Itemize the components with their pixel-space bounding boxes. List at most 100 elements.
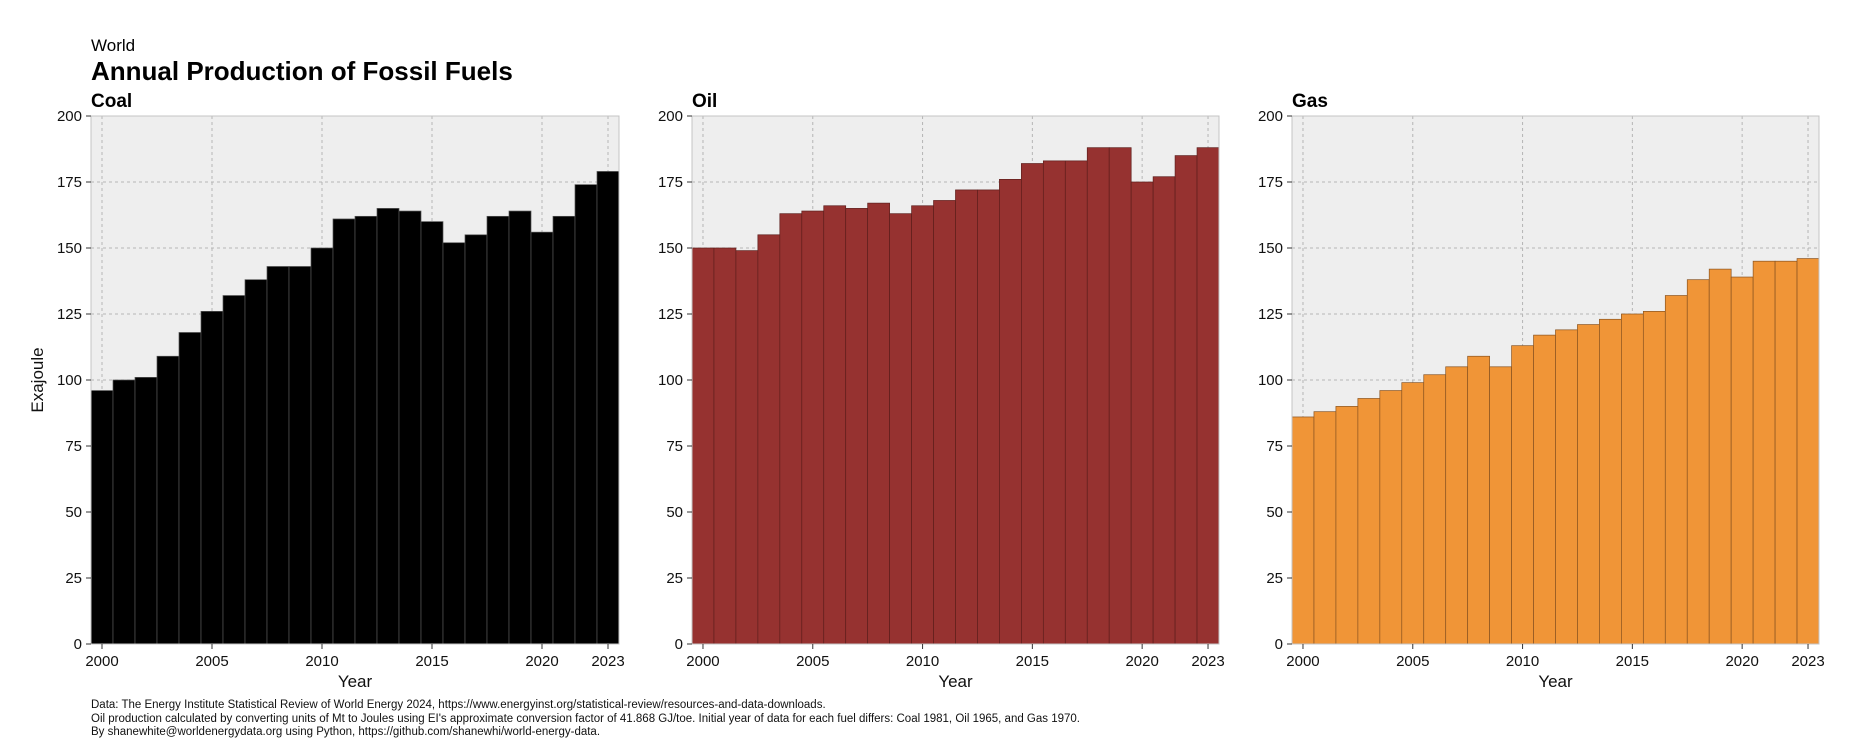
oil-xtick-label: 2010 (906, 653, 939, 670)
gas-bar (1642, 311, 1666, 645)
gas-ytick-label: 0 (1275, 636, 1283, 653)
coal-bar (376, 208, 400, 645)
coal-bar (552, 215, 576, 645)
gas-bar (1774, 260, 1798, 645)
coal-ytick-label: 25 (65, 570, 82, 587)
oil-ytick-label: 75 (666, 438, 683, 455)
gas-bar (1335, 406, 1359, 645)
gas-bar (1357, 398, 1381, 645)
oil-panel-title: Oil (692, 91, 717, 112)
gas-bar (1599, 318, 1622, 645)
gas-ytick-label: 50 (1266, 504, 1283, 521)
gas-bar (1796, 258, 1820, 645)
gas-bar (1423, 374, 1447, 645)
oil-bar (1108, 147, 1132, 645)
gas-bar (1489, 366, 1512, 645)
coal-ytick-label: 175 (57, 174, 82, 191)
gas-ytick-label: 175 (1258, 174, 1283, 191)
coal-bar (508, 210, 532, 645)
oil-bar (1130, 181, 1154, 645)
oil-bar (889, 213, 912, 645)
oil-bar (867, 202, 890, 645)
oil-bar (999, 179, 1022, 645)
coal-x-axis-label: Year (338, 672, 373, 691)
oil-bar (801, 210, 825, 645)
gas-ytick-label: 100 (1258, 372, 1283, 389)
coal-bar (200, 311, 224, 645)
gas-bar (1621, 313, 1644, 645)
oil-xtick-label: 2020 (1125, 653, 1158, 670)
coal-bar (222, 295, 246, 645)
gas-bar (1401, 382, 1425, 645)
gas-bar (1555, 329, 1578, 645)
coal-bar (134, 377, 158, 645)
gas-bar (1291, 416, 1315, 645)
coal-ytick-label: 150 (57, 240, 82, 257)
chart-supertitle: World (91, 36, 136, 55)
gas-bar (1752, 260, 1776, 645)
oil-ytick-label: 25 (666, 570, 683, 587)
footer-method-line: Oil production calculated by converting … (91, 712, 1080, 725)
oil-ytick-label: 100 (658, 372, 683, 389)
gas-panel-title: Gas (1292, 91, 1328, 112)
oil-bar (823, 205, 847, 645)
oil-ytick-label: 175 (658, 174, 683, 191)
coal-bar (530, 231, 554, 645)
gas-bar (1533, 334, 1556, 645)
coal-ytick-label: 50 (65, 504, 82, 521)
coal-xtick-label: 2010 (305, 653, 338, 670)
coal-bar (90, 390, 114, 645)
coal-bar (310, 247, 334, 645)
chart-footer: Data: The Energy Institute Statistical R… (91, 699, 1080, 740)
oil-bar (691, 247, 715, 645)
oil-bar (1086, 147, 1110, 645)
coal-xtick-label: 2005 (195, 653, 228, 670)
gas-bar (1708, 268, 1732, 645)
coal-ytick-label: 75 (65, 438, 82, 455)
coal-ytick-label: 100 (57, 372, 82, 389)
gas-ytick-label: 125 (1258, 306, 1283, 323)
coal-bar (244, 279, 268, 645)
oil-bar (779, 213, 803, 645)
coal-bar (178, 332, 202, 645)
oil-ytick-label: 200 (658, 108, 683, 125)
gas-bar (1379, 390, 1403, 645)
coal-bar (442, 242, 466, 645)
coal-xtick-label: 2020 (525, 653, 558, 670)
coal-bar (398, 210, 422, 645)
oil-ytick-label: 125 (658, 306, 683, 323)
coal-bar (354, 215, 378, 645)
gas-bar (1686, 279, 1710, 645)
coal-y-axis-label: Exajoule (28, 347, 47, 412)
coal-bar (574, 184, 598, 645)
oil-bar (757, 234, 781, 645)
gas-bar (1313, 411, 1337, 645)
coal-bar (420, 221, 444, 645)
footer-source-line: Data: The Energy Institute Statistical R… (91, 699, 826, 711)
coal-bar (596, 171, 620, 645)
gas-bar (1664, 295, 1688, 645)
coal-xtick-label: 2000 (85, 653, 118, 670)
coal-ytick-label: 200 (57, 108, 82, 125)
gas-xtick-label: 2000 (1286, 653, 1319, 670)
oil-bar (1152, 176, 1176, 645)
gas-bar (1577, 324, 1600, 645)
oil-xtick-label: 2015 (1016, 653, 1049, 670)
oil-bar (1042, 160, 1066, 645)
oil-x-axis-label: Year (938, 672, 973, 691)
coal-bar (156, 355, 180, 645)
coal-xtick-label: 2015 (415, 653, 448, 670)
oil-bar (1064, 160, 1088, 645)
oil-bar (955, 189, 978, 645)
oil-ytick-label: 0 (675, 636, 683, 653)
coal-ytick-label: 0 (74, 636, 82, 653)
coal-ytick-label: 125 (57, 306, 82, 323)
gas-ytick-label: 150 (1258, 240, 1283, 257)
coal-bar (288, 266, 312, 645)
gas-ytick-label: 200 (1258, 108, 1283, 125)
gas-xtick-label: 2023 (1791, 653, 1824, 670)
oil-bar (977, 189, 1000, 645)
coal-bar (112, 379, 136, 645)
oil-xtick-label: 2005 (796, 653, 829, 670)
